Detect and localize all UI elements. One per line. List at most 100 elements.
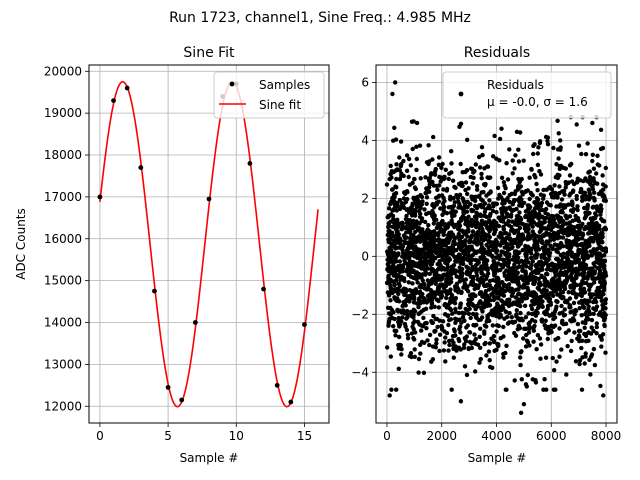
residual-point <box>460 197 466 202</box>
residual-point <box>536 276 541 282</box>
residual-point <box>440 161 445 167</box>
residual-point <box>421 281 427 287</box>
residual-point <box>472 323 477 328</box>
residual-point <box>580 338 585 343</box>
residual-point <box>531 328 536 333</box>
residual-point <box>433 281 438 286</box>
residual-point <box>516 280 521 286</box>
residual-point <box>390 208 395 213</box>
residual-point <box>572 330 577 335</box>
residual-point <box>579 243 584 248</box>
residual-point <box>502 289 508 294</box>
residual-point <box>493 295 498 300</box>
residual-point <box>534 196 540 201</box>
residual-point <box>510 319 515 325</box>
residual-point <box>520 192 525 197</box>
residual-point <box>516 147 521 152</box>
residual-point <box>404 248 410 253</box>
residual-point <box>526 260 531 265</box>
residual-point <box>500 299 505 304</box>
residual-point <box>578 189 583 195</box>
residual-point <box>390 224 395 229</box>
residual-point <box>520 247 525 253</box>
residual-point <box>600 145 606 151</box>
residual-point <box>569 250 574 255</box>
residual-point <box>573 308 579 314</box>
residual-point <box>391 324 396 329</box>
residual-point <box>405 332 411 337</box>
residual-point <box>448 298 453 304</box>
residual-point <box>463 339 469 344</box>
residual-point <box>482 231 487 237</box>
residual-point <box>416 304 421 310</box>
residual-point <box>556 229 561 235</box>
residual-point <box>398 139 404 144</box>
residual-point <box>422 297 427 302</box>
residual-point <box>588 311 593 317</box>
residual-point <box>593 307 598 313</box>
residual-point <box>556 156 561 161</box>
residual-point <box>544 187 549 192</box>
residual-point <box>561 228 567 233</box>
residual-point <box>585 204 590 209</box>
residual-point <box>397 259 403 264</box>
residual-point <box>386 206 392 211</box>
residual-point <box>394 202 400 207</box>
residual-point <box>548 330 553 335</box>
residual-point <box>573 232 578 237</box>
residual-point <box>443 359 448 364</box>
residual-point <box>466 289 471 294</box>
residual-point <box>454 235 459 240</box>
residual-point <box>491 204 496 209</box>
residuals-panel: Residuals 0 2000 4000 6000 8000 −4 −2 0 2 4 6 Samp… <box>351 45 621 465</box>
residual-point <box>561 203 566 208</box>
residual-point <box>539 263 545 268</box>
residual-point <box>430 259 436 264</box>
residual-point <box>420 278 425 283</box>
residual-point <box>573 359 579 364</box>
residual-point <box>479 204 485 210</box>
residual-point <box>589 282 594 287</box>
residual-point <box>437 348 442 354</box>
residual-point <box>567 296 573 301</box>
residual-point <box>423 321 428 326</box>
residual-point <box>501 227 506 232</box>
residual-point <box>505 321 511 326</box>
residual-point <box>591 236 596 241</box>
residual-point <box>530 224 535 229</box>
residual-point <box>401 254 406 259</box>
residual-point <box>459 183 464 188</box>
residuals-legend: Residuals μ = -0.0, σ = 1.6 <box>442 71 612 119</box>
residual-point <box>414 252 419 257</box>
residual-point <box>462 216 468 221</box>
sample-point <box>261 286 266 292</box>
residual-point <box>412 275 417 281</box>
residual-point <box>446 322 451 328</box>
residual-point <box>566 290 571 295</box>
residual-point <box>479 305 484 310</box>
residual-point <box>456 345 462 350</box>
residual-point <box>400 224 405 229</box>
residual-point <box>557 311 562 316</box>
residual-point <box>582 216 587 221</box>
residual-point <box>470 197 475 202</box>
residual-point <box>470 181 475 186</box>
residual-point <box>391 261 396 266</box>
residual-point <box>438 226 443 231</box>
residual-point <box>462 364 468 369</box>
residual-point <box>429 246 434 251</box>
residual-point <box>534 255 539 260</box>
residual-point <box>448 287 453 292</box>
residual-point <box>564 372 569 377</box>
residual-point <box>512 378 517 383</box>
residual-point <box>547 238 553 243</box>
residual-point <box>444 289 450 294</box>
residual-point <box>487 239 492 244</box>
residual-point <box>507 286 513 291</box>
residual-point <box>433 345 438 350</box>
residual-point <box>598 203 604 208</box>
residual-point <box>581 286 587 291</box>
residual-point <box>408 163 413 168</box>
residual-point <box>536 281 542 287</box>
residual-point <box>592 190 597 195</box>
